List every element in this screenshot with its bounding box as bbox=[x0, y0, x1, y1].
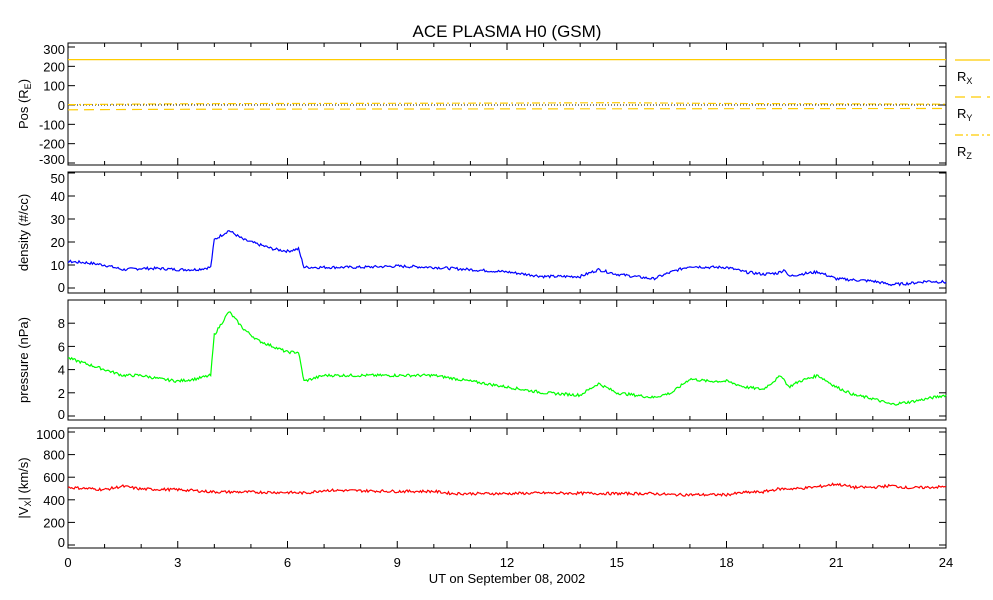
y-axis-label-end: ) bbox=[16, 79, 31, 83]
y-tick-label: 10 bbox=[51, 258, 65, 273]
y-tick-label: 200 bbox=[43, 59, 65, 74]
legend-label-sub: Y bbox=[966, 113, 972, 123]
legend-label-y: RY bbox=[957, 106, 972, 123]
plot-frame bbox=[67, 299, 947, 421]
y-axis-label: |VX| (km/s) bbox=[16, 457, 33, 518]
y-axis-label-text: Pos (R bbox=[16, 89, 31, 129]
y-tick-label: 0 bbox=[58, 280, 65, 295]
series-pressure bbox=[67, 311, 947, 406]
y-axis-label-text: pressure (nPa) bbox=[16, 317, 31, 403]
y-tick-label: 6 bbox=[58, 339, 65, 354]
y-tick-label: 400 bbox=[43, 493, 65, 508]
panel-2: 8 6 4 2 0 pressure (nPa) bbox=[16, 299, 947, 422]
y-tick-label: 0 bbox=[58, 407, 65, 422]
x-axis-label: UT on September 08, 2002 bbox=[429, 571, 586, 586]
y-axis-label: Pos (RE) bbox=[16, 79, 33, 129]
plot-frame bbox=[67, 427, 947, 549]
y-axis-label-sub: E bbox=[23, 83, 33, 89]
y-tick-label: 20 bbox=[51, 235, 65, 250]
legend-label-text: R bbox=[957, 144, 966, 159]
x-tick-label: 12 bbox=[500, 555, 514, 570]
panel-1: 50 40 30 20 10 0 density (#/cc) bbox=[16, 171, 947, 295]
series-RY bbox=[67, 107, 947, 111]
legend-label-z: RZ bbox=[957, 144, 972, 161]
y-tick-label: 0 bbox=[58, 98, 65, 113]
y-tick-label: 800 bbox=[43, 448, 65, 463]
legend-label-text: R bbox=[957, 69, 966, 84]
x-tick-label: 21 bbox=[829, 555, 843, 570]
x-tick-label: 0 bbox=[64, 555, 71, 570]
legend-label-x: RX bbox=[957, 69, 972, 86]
y-tick-label: 8 bbox=[58, 316, 65, 331]
y-tick-label: 100 bbox=[43, 79, 65, 94]
panel-3: 1000 800 600 400 200 0 |VX| (km/s) bbox=[16, 427, 947, 550]
chart-title: ACE PLASMA H0 (GSM) bbox=[413, 22, 602, 41]
y-tick-label: 0 bbox=[58, 535, 65, 550]
x-tick-label: 24 bbox=[939, 555, 953, 570]
x-tick-label: 18 bbox=[719, 555, 733, 570]
series-RZ bbox=[67, 102, 947, 106]
y-tick-label: -100 bbox=[39, 117, 65, 132]
y-axis-label-text: density (#/cc) bbox=[16, 194, 31, 271]
x-tick-label: 9 bbox=[394, 555, 401, 570]
plot-frame bbox=[67, 171, 947, 294]
y-tick-label: 600 bbox=[43, 470, 65, 485]
y-axis-label: density (#/cc) bbox=[16, 194, 31, 271]
y-tick-label: -300 bbox=[39, 152, 65, 167]
y-axis-label-end: | (km/s) bbox=[16, 457, 31, 500]
y-tick-label: 50 bbox=[51, 171, 65, 186]
series-Vx bbox=[67, 482, 947, 497]
legend-label-text: R bbox=[957, 106, 966, 121]
y-tick-label: 30 bbox=[51, 212, 65, 227]
y-axis-label-sub: X bbox=[23, 501, 33, 507]
y-tick-label: -200 bbox=[39, 137, 65, 152]
y-tick-label: 200 bbox=[43, 515, 65, 530]
legend-label-sub: Z bbox=[966, 151, 972, 161]
y-axis-label: pressure (nPa) bbox=[16, 317, 31, 403]
x-tick-label: 15 bbox=[610, 555, 624, 570]
y-tick-label: 4 bbox=[58, 363, 65, 378]
y-tick-label: 1000 bbox=[36, 427, 65, 442]
x-tick-label: 3 bbox=[174, 555, 181, 570]
y-tick-label: 40 bbox=[51, 189, 65, 204]
legend-label-sub: X bbox=[966, 76, 972, 86]
y-axis-label-text: |V bbox=[16, 506, 31, 518]
x-tick-label: 6 bbox=[284, 555, 291, 570]
y-tick-label: 2 bbox=[58, 386, 65, 401]
series-density bbox=[67, 230, 947, 287]
y-tick-label: 300 bbox=[43, 42, 65, 57]
